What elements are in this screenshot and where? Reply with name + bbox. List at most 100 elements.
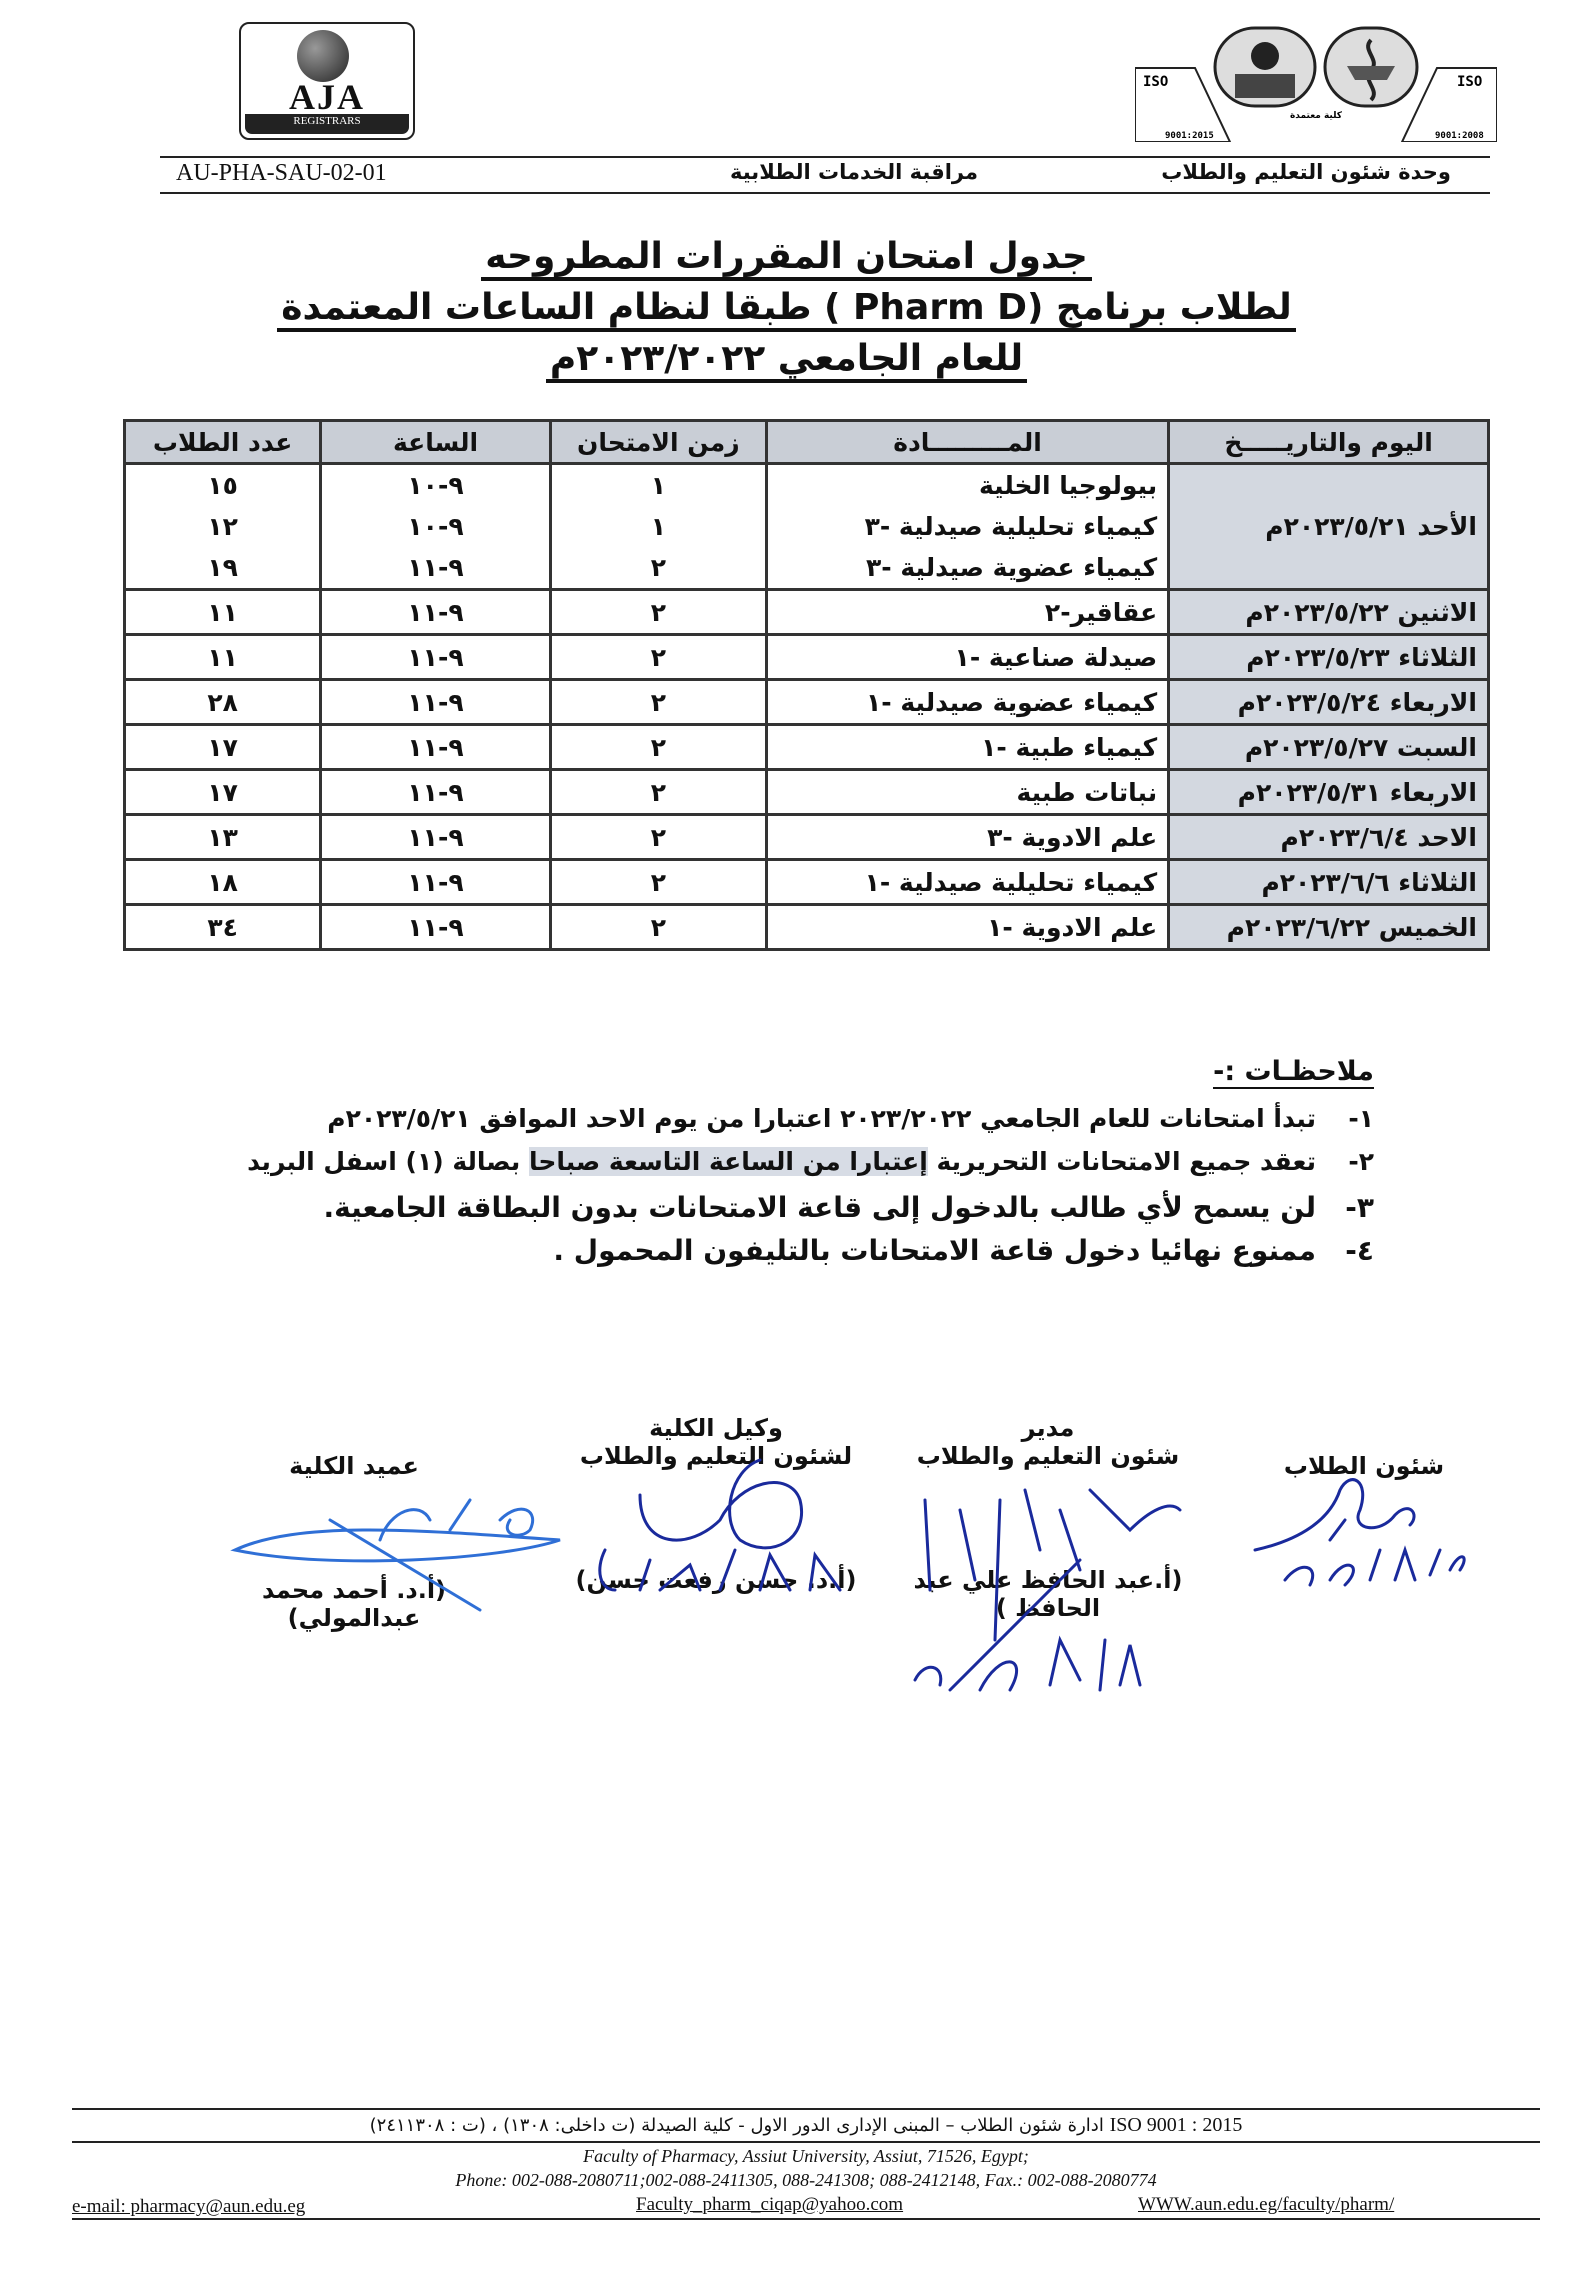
- cell-time-value: ٩-١١: [407, 687, 464, 717]
- cell-subject: صيدلة صناعية -١: [764, 633, 1171, 681]
- cell-students-value: ١٢: [207, 512, 238, 541]
- signature-title: عميد الكلية: [289, 1452, 419, 1480]
- cell-subject: كيمياء تحليلية صيدلية -١: [764, 858, 1171, 906]
- cell-subject-value: صيدلة صناعية -١: [954, 642, 1158, 672]
- cell-duration-value: ٢: [650, 553, 666, 582]
- footer-arabic-address: ادارة شئون الطلاب – المبنى الإدارى الدور…: [369, 2114, 1243, 2136]
- cell-duration-value: ٢: [650, 732, 666, 762]
- cell-date: الاثنين ٢٠٢٣/٥/٢٢م: [1167, 588, 1490, 636]
- cell-time-value: ٩-١٠: [407, 471, 464, 500]
- cell-students: ١٨: [122, 858, 323, 906]
- cell-duration: ٢: [548, 588, 768, 636]
- svg-text:ISO: ISO: [1457, 74, 1482, 90]
- exam-schedule-table: اليوم والتاريـــــخ المـــــــــادة زمن …: [122, 419, 1490, 951]
- svg-text:9001:2008: 9001:2008: [1435, 131, 1484, 141]
- cell-duration: ٢: [548, 858, 768, 906]
- footer-divider-bottom: [72, 2218, 1540, 2220]
- note-item: ١-تبدأ امتحانات للعام الجامعي ٢٠٢٣/٢٠٢٢ …: [327, 1104, 1374, 1133]
- signature-director: [913, 1488, 1182, 1692]
- cell-time-value: ٩-١١: [407, 553, 464, 582]
- logo-caption: كلية معتمدة: [1290, 111, 1343, 121]
- cell-students-value: ١٨: [207, 867, 238, 897]
- footer-divider-top: [72, 2108, 1540, 2110]
- cell-students-value: ١٣: [207, 822, 238, 852]
- signature-dean: [230, 1498, 561, 1612]
- cell-students: ١٥ ١٢ ١٩: [122, 462, 323, 591]
- cell-students-value: ١٧: [207, 732, 238, 762]
- cell-subject: نباتات طبية: [764, 768, 1171, 816]
- footer-website-link[interactable]: WWW.aun.edu.eg/faculty/pharm/: [1138, 2194, 1395, 2215]
- cell-time: ٩-١١: [319, 633, 552, 681]
- globe-icon: [297, 30, 349, 82]
- signature-vice-dean: [598, 1458, 842, 1592]
- cell-time-value: ٩-١١: [407, 867, 464, 897]
- cell-subject-value: بيولوجيا الخلية: [978, 471, 1158, 500]
- cell-duration: ٢: [548, 723, 768, 771]
- cell-students-value: ١١: [207, 597, 238, 627]
- cell-students: ١٧: [122, 723, 323, 771]
- cell-date: الاربعاء ٢٠٢٣/٥/٣١م: [1167, 768, 1490, 816]
- cell-time: ٩-١١: [319, 723, 552, 771]
- cell-duration: ١ ١ ٢: [548, 462, 768, 591]
- table-row: الثلاثاء ٢٠٢٣/٦/٦م كيمياء تحليلية صيدلية …: [122, 858, 1490, 906]
- cell-subject: بيولوجيا الخلية كيمياء تحليلية صيدلية -٣ ك…: [764, 462, 1171, 591]
- title-line-2: لطلاب برنامج (Pharm D ) طبقا لنظام الساع…: [0, 287, 1573, 332]
- signature-title: لشئون التعليم والطلاب: [579, 1442, 853, 1470]
- footer-divider-middle: [72, 2141, 1540, 2143]
- cell-students: ١٣: [122, 813, 323, 861]
- svg-text:9001:2015: 9001:2015: [1165, 131, 1214, 141]
- cell-subject-value: كيمياء تحليلية صيدلية -٣: [864, 512, 1158, 541]
- header-subject: المـــــــــادة: [764, 419, 1171, 465]
- table-row: الاربعاء ٢٠٢٣/٥/٢٤م كيمياء عضوية صيدلية -…: [122, 678, 1490, 726]
- cell-subject-value: علم الادوية -٣: [987, 822, 1158, 852]
- cell-students-value: ١٩: [207, 553, 238, 582]
- footer-phone: Phone: 002-088-2080711;002-088-2411305, …: [455, 2170, 1157, 2190]
- header-duration: زمن الامتحان: [548, 419, 768, 465]
- footer-email2-link[interactable]: Faculty_pharm_ciqap@yahoo.com: [636, 2194, 904, 2215]
- table-row: الخميس ٢٠٢٣/٦/٢٢م علم الادوية -١ ٢ ٩-١١ ٣٤: [122, 903, 1490, 951]
- signature-title: شئون التعليم والطلاب: [916, 1442, 1180, 1470]
- signature-title: شئون الطلاب: [1283, 1452, 1445, 1480]
- cell-time: ٩-١٠ ٩-١٠ ٩-١١: [319, 462, 552, 591]
- title-line-1: جدول امتحان المقررات المطروحه: [0, 236, 1573, 281]
- logo-aja-text: AJA: [289, 77, 365, 117]
- footer-email-link[interactable]: e-mail: pharmacy@aun.edu.eg: [72, 2196, 306, 2217]
- cell-date: الاربعاء ٢٠٢٣/٥/٢٤م: [1167, 678, 1490, 726]
- header-students: عدد الطلاب: [122, 419, 323, 465]
- cell-time-value: ٩-١١: [407, 822, 464, 852]
- header-divider-bottom: [160, 192, 1490, 194]
- cell-subject: كيمياء طبية -١: [764, 723, 1171, 771]
- cell-time-value: ٩-١١: [407, 777, 464, 807]
- signatory-name: (أ.د. أحمد محمد عبدالمولي): [261, 1576, 447, 1632]
- cell-subject-value: نباتات طبية: [1016, 777, 1158, 807]
- cell-time: ٩-١١: [319, 588, 552, 636]
- signatory-name: (أ.عبد الحافظ علي عبد الحافظ ): [913, 1566, 1183, 1622]
- cell-duration: ٢: [548, 813, 768, 861]
- cell-subject-value: علم الادوية -١: [987, 912, 1158, 942]
- cell-subject-value: كيمياء عضوية صيدلية -١: [866, 687, 1158, 717]
- cell-time: ٩-١١: [319, 678, 552, 726]
- table-row: الاربعاء ٢٠٢٣/٥/٣١م نباتات طبية ٢ ٩-١١ ١٧: [122, 768, 1490, 816]
- notes-title: ملاحظـات :-: [1213, 1056, 1374, 1089]
- cell-time-value: ٩-١١: [407, 732, 464, 762]
- cell-time: ٩-١١: [319, 858, 552, 906]
- cell-subject-value: عقاقير-٢: [1044, 597, 1158, 627]
- cell-duration-value: ١: [650, 471, 666, 500]
- cell-time-value: ٩-١١: [407, 597, 464, 627]
- cell-time-value: ٩-١٠: [407, 512, 464, 541]
- cell-duration: ٢: [548, 903, 768, 951]
- cell-students-value: ١٥: [207, 471, 238, 500]
- table-row: السبت ٢٠٢٣/٥/٢٧م كيمياء طبية -١ ٢ ٩-١١ ١٧: [122, 723, 1490, 771]
- cell-date: الثلاثاء ٢٠٢٣/٥/٢٣م: [1167, 633, 1490, 681]
- table-row: الأحد ٢٠٢٣/٥/٢١م بيولوجيا الخلية كيمياء تح…: [122, 462, 1490, 591]
- note-item: ٢-تعقد جميع الامتحانات التحريرية إعتبارا…: [247, 1147, 1374, 1176]
- table-row: الاحد ٢٠٢٣/٦/٤م علم الادوية -٣ ٢ ٩-١١ ١٣: [122, 813, 1490, 861]
- document-code: AU-PHA-SAU-02-01: [176, 160, 387, 186]
- cell-duration-value: ٢: [650, 777, 666, 807]
- cell-time-value: ٩-١١: [407, 912, 464, 942]
- cell-duration-value: ٢: [650, 642, 666, 672]
- signature-block-director: مدير شئون التعليم والطلاب (أ.عبد الحافظ …: [888, 1414, 1208, 1622]
- table-header-row: اليوم والتاريـــــخ المـــــــــادة زمن …: [122, 419, 1490, 465]
- cell-date: الاحد ٢٠٢٣/٦/٤م: [1167, 813, 1490, 861]
- cell-duration-value: ٢: [650, 597, 666, 627]
